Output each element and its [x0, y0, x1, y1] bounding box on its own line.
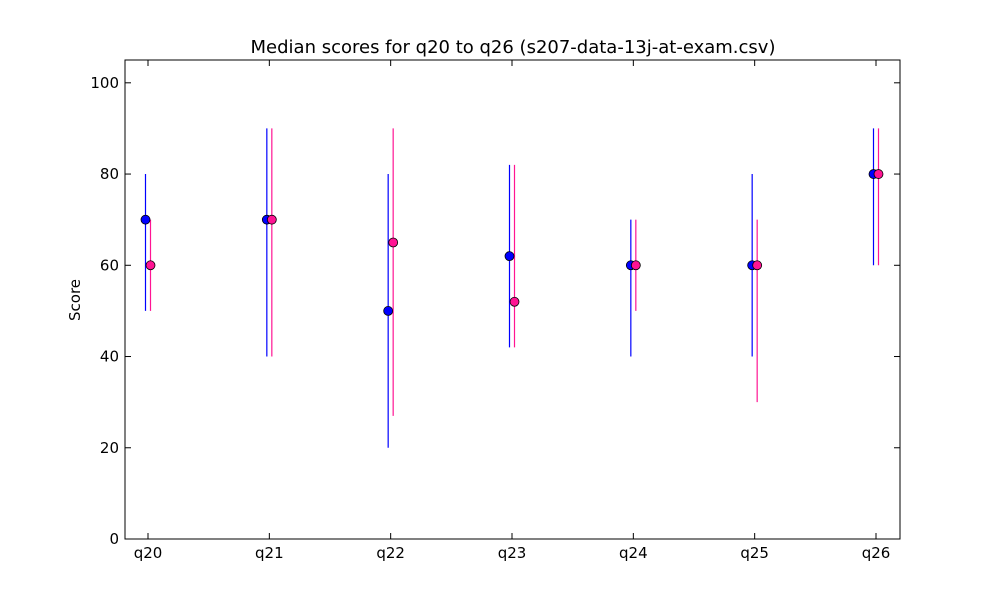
y-tick-label: 20 — [100, 439, 119, 457]
x-tick-label: q24 — [619, 544, 648, 562]
y-tick-label: 0 — [109, 530, 119, 548]
median-point-series-1 — [140, 214, 151, 225]
y-tick-label: 100 — [90, 74, 119, 92]
chart-title: Median scores for q20 to q26 (s207-data-… — [251, 37, 776, 58]
median-point-series-2 — [266, 214, 277, 225]
median-point-series-2 — [509, 296, 520, 307]
axis-ticks: 0 20 40 60 80 100 q20 q21 q22 q23 q24 q25 q26 — [90, 60, 900, 562]
median-point-series-2 — [752, 260, 763, 271]
median-point-series-2 — [388, 237, 399, 248]
median-point-series-2 — [145, 260, 156, 271]
median-point-series-1 — [383, 306, 394, 316]
median-point-series-2 — [873, 169, 884, 179]
y-tick-label: 60 — [100, 256, 119, 274]
x-tick-label: q26 — [862, 544, 891, 562]
median-point-series-2 — [630, 260, 641, 271]
x-tick-label: q20 — [134, 544, 163, 562]
y-axis-label: Score — [66, 279, 84, 321]
x-tick-label: q21 — [255, 544, 284, 562]
median-point-series-1 — [504, 251, 515, 262]
y-tick-label: 80 — [100, 165, 119, 183]
y-tick-label: 40 — [100, 348, 119, 366]
x-tick-label: q22 — [376, 544, 405, 562]
x-tick-label: q23 — [498, 544, 527, 562]
x-tick-label: q25 — [740, 544, 769, 562]
chart-marks — [140, 128, 884, 448]
